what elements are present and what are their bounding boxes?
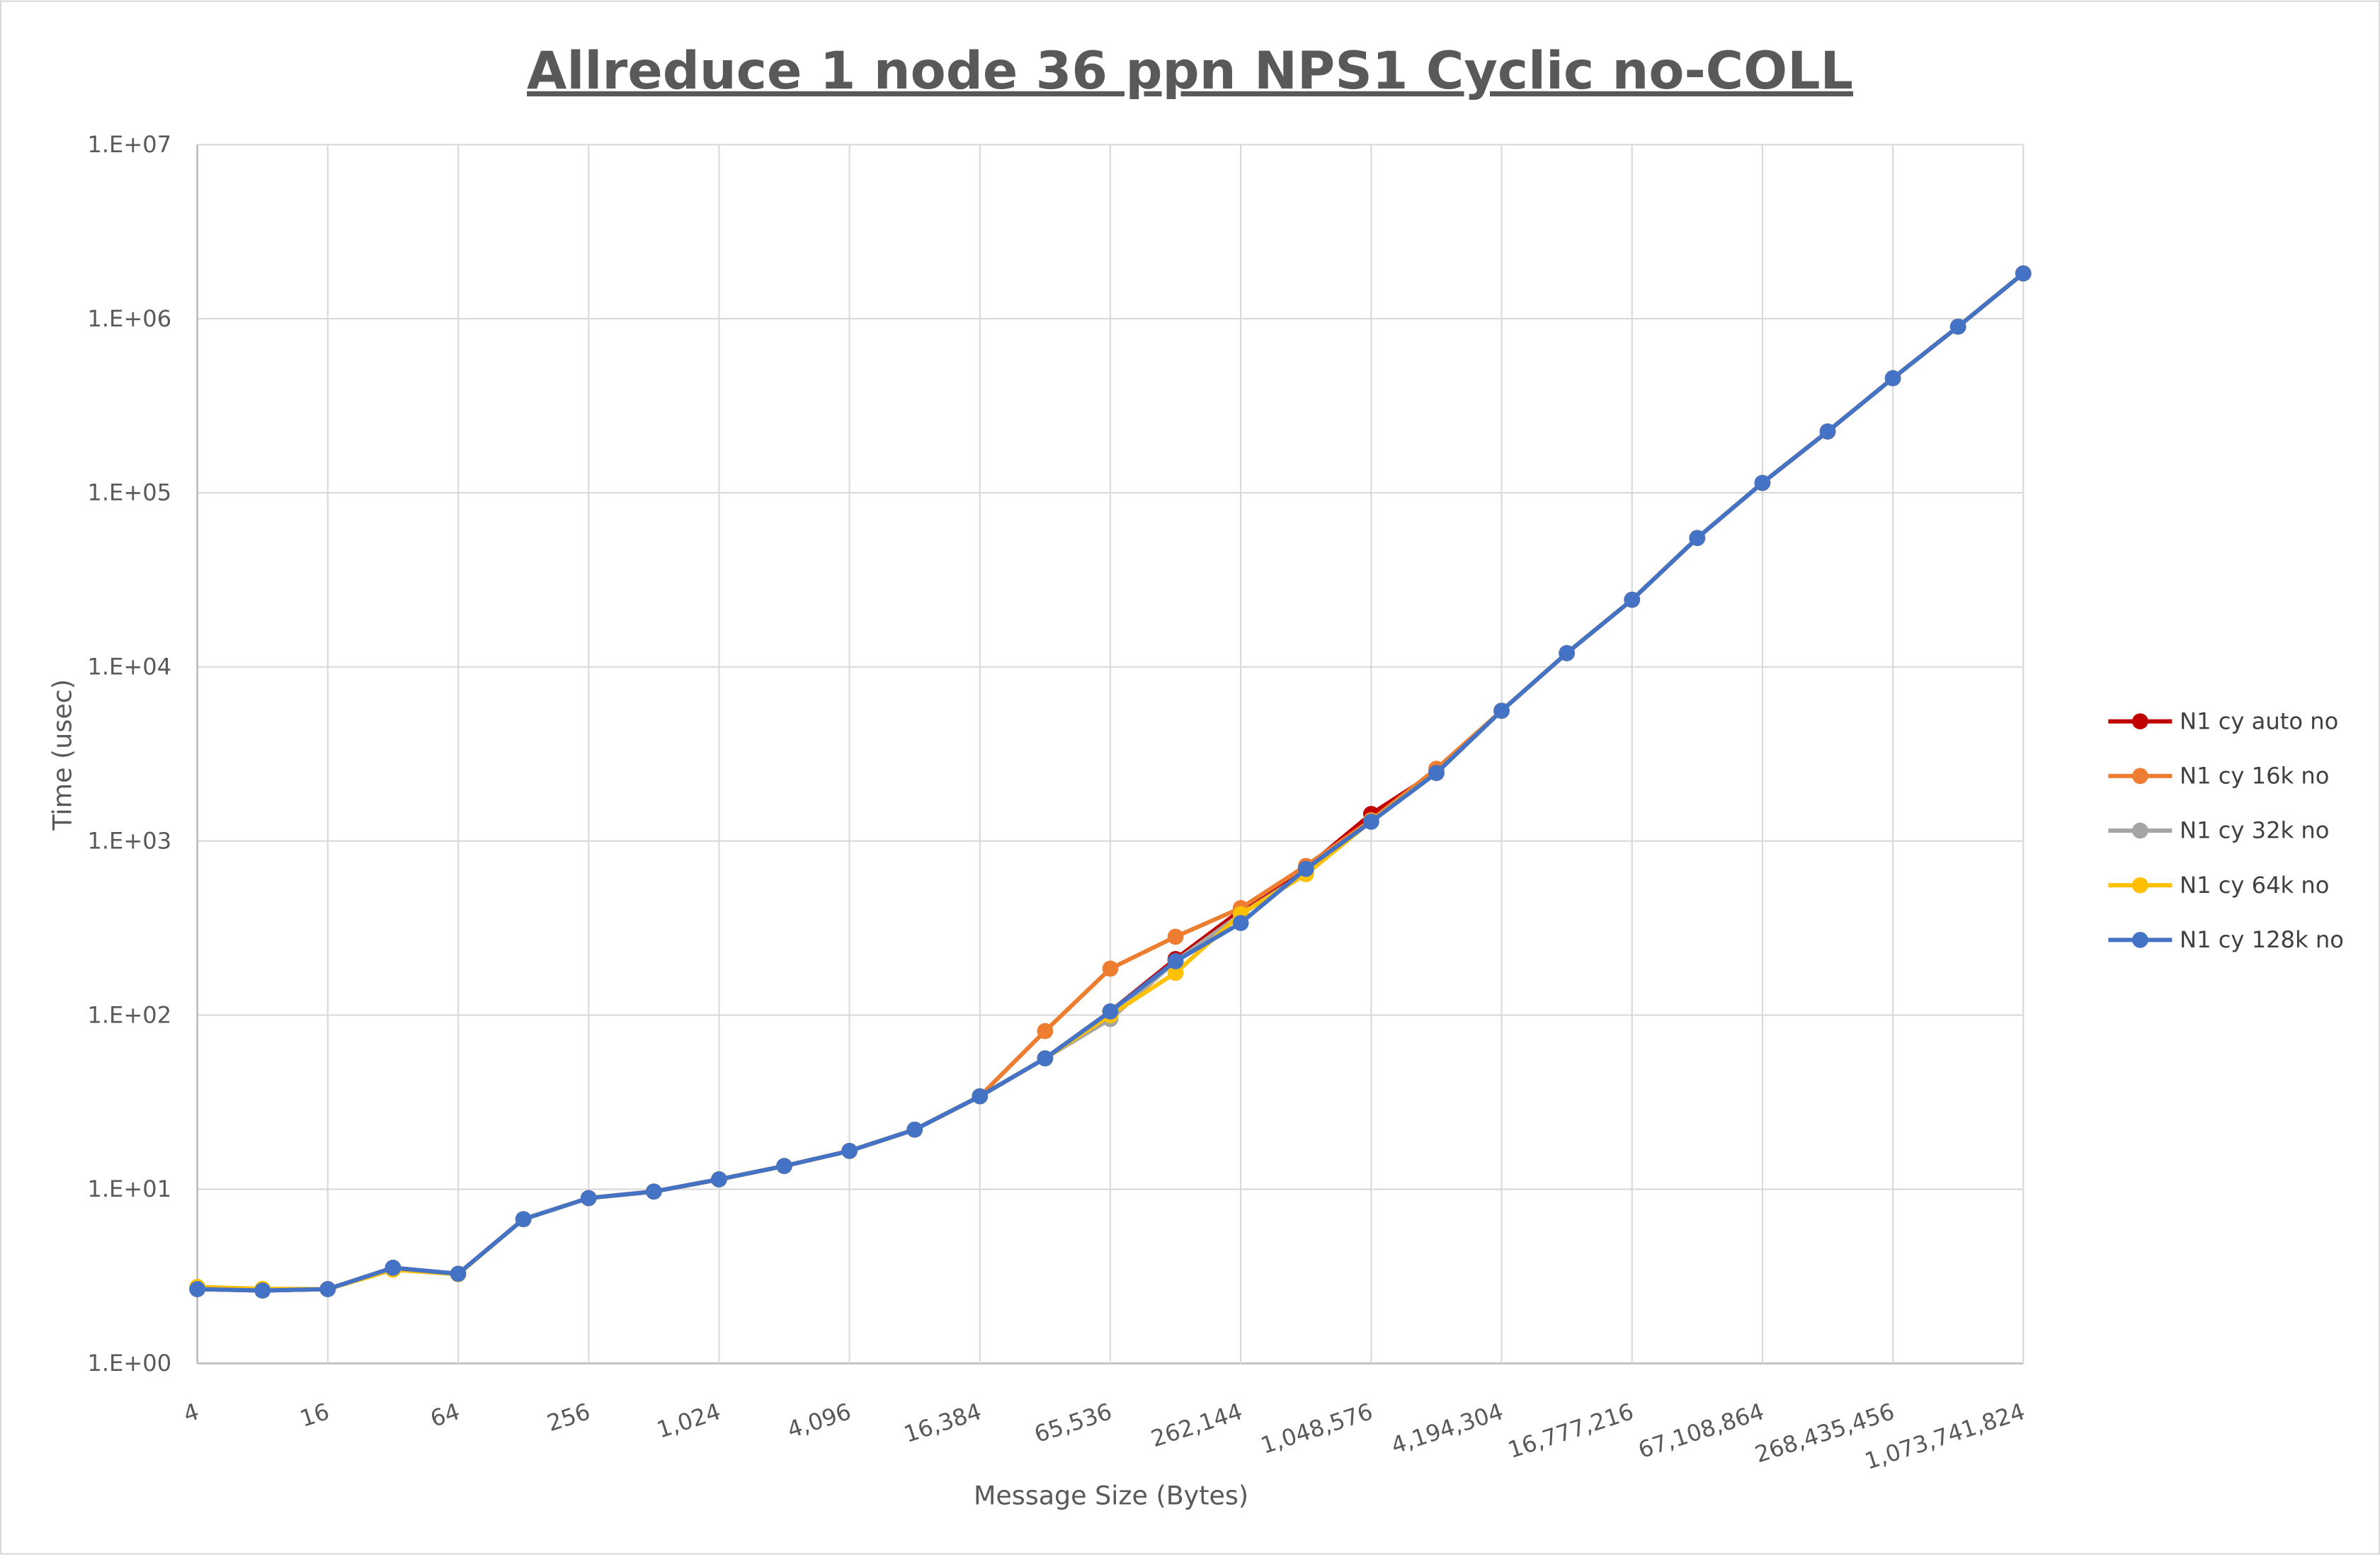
legend-label: N1 cy 32k no: [2180, 817, 2329, 844]
data-point: [645, 1183, 662, 1200]
chart-title: Allreduce 1 node 36 ppn NPS1 Cyclic no-C…: [527, 41, 1853, 101]
legend-label: N1 cy 16k no: [2180, 763, 2329, 790]
legend-label: N1 cy 128k no: [2180, 926, 2344, 953]
legend-label: N1 cy auto no: [2180, 707, 2338, 734]
data-point: [1428, 765, 1445, 781]
legend-item: N1 cy 64k no: [2108, 872, 2329, 899]
data-point: [972, 1088, 989, 1105]
y-tick-label: 1.E+07: [87, 131, 171, 158]
legend-item: N1 cy 32k no: [2108, 817, 2329, 844]
data-point: [1493, 702, 1510, 719]
data-point: [1884, 370, 1901, 387]
legend-swatch-marker: [2131, 822, 2148, 839]
y-tick-label: 1.E+02: [87, 1001, 171, 1028]
legend: N1 cy auto no N1 cy 16k no N1 cy 32k no N1 …: [2108, 707, 2344, 953]
data-point: [2015, 265, 2032, 282]
data-point: [1819, 423, 1836, 440]
data-point: [515, 1211, 532, 1228]
data-point: [1362, 814, 1379, 830]
series-4: [189, 265, 2032, 1299]
data-point: [580, 1190, 597, 1207]
legend-item: N1 cy auto no: [2108, 707, 2338, 734]
legend-swatch-marker: [2131, 768, 2148, 785]
data-point: [1037, 1050, 1054, 1066]
legend-item: N1 cy 16k no: [2108, 763, 2329, 790]
y-axis-ticks: 1.E+00 1.E+01 1.E+02 1.E+03 1.E+04 1.E+05 1.E+…: [87, 131, 171, 1377]
y-axis-label: Time (usec): [47, 679, 78, 831]
legend-swatch-marker: [2131, 713, 2148, 730]
series-group: [189, 265, 2032, 1299]
y-tick-label: 1.E+05: [87, 479, 171, 506]
data-point: [776, 1158, 792, 1175]
data-point: [1102, 960, 1119, 977]
data-point: [385, 1260, 402, 1276]
data-point: [1037, 1023, 1054, 1039]
y-tick-label: 1.E+00: [87, 1350, 171, 1377]
data-point: [1624, 591, 1641, 608]
data-point: [319, 1281, 336, 1297]
data-point: [189, 1281, 206, 1297]
data-point: [1754, 474, 1771, 491]
data-point: [450, 1265, 467, 1282]
data-point: [1559, 645, 1575, 661]
legend-swatch-marker: [2131, 877, 2148, 894]
legend-swatch-marker: [2131, 931, 2148, 948]
y-tick-label: 1.E+03: [87, 827, 171, 854]
data-point: [1102, 1003, 1119, 1020]
data-point: [1949, 318, 1966, 335]
data-point: [711, 1171, 727, 1187]
data-point: [1297, 860, 1314, 877]
legend-item: N1 cy 128k no: [2108, 926, 2344, 953]
data-point: [254, 1282, 271, 1299]
data-point: [1232, 915, 1249, 931]
y-tick-label: 1.E+04: [87, 654, 171, 680]
data-point: [906, 1121, 923, 1138]
y-tick-label: 1.E+01: [87, 1175, 171, 1202]
data-point: [1167, 928, 1184, 945]
gridlines: [196, 144, 2025, 1365]
legend-label: N1 cy 64k no: [2180, 872, 2329, 899]
y-tick-label: 1.E+06: [87, 305, 171, 332]
data-point: [1689, 530, 1706, 547]
x-axis-label: Message Size (Bytes): [974, 1481, 1248, 1511]
data-point: [841, 1143, 858, 1159]
data-point: [1167, 953, 1184, 969]
data-point: [1167, 964, 1184, 981]
